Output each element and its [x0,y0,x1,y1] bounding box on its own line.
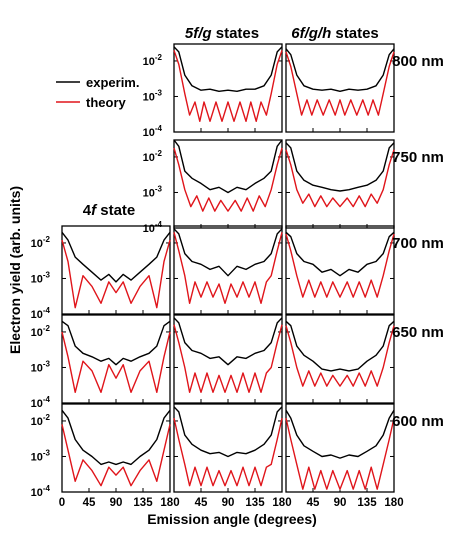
experiment-line [61,231,171,283]
panel-800nm-col1 [173,43,283,133]
panel-800nm-col2 [285,43,395,133]
y-axis-label: Electron yield (arb. units) [7,186,23,354]
y-tick-label: 10-4 [31,484,51,499]
y-tick-label: 10-3 [31,359,51,374]
theory-line [173,147,283,212]
x-tick-label: 180 [272,497,291,509]
theory-line [285,233,395,298]
x-tick-label: 90 [222,497,235,509]
x-tick-label: 180 [384,497,403,509]
y-tick-label: 10-3 [143,88,163,103]
theory-line [173,232,283,304]
x-tick-label: 90 [334,497,347,509]
x-tick-label: 135 [357,497,377,509]
theory-line [61,239,171,309]
theory-line [285,417,395,490]
y-tick-label: 10-2 [31,413,51,428]
row-label: 750 nm [392,149,444,166]
y-tick-label: 10-3 [31,448,51,463]
experiment-line [173,46,283,93]
y-tick-label: 10-3 [31,270,51,285]
y-tick-label: 10-4 [143,220,163,235]
panel-frame [61,225,171,315]
theory-line [173,50,283,123]
panel-650nm-col1 [173,314,283,404]
experiment-line [173,139,283,194]
panel-750nm-col1 [173,139,283,229]
experiment-line [285,142,395,192]
theory-line [173,324,283,393]
x-tick-label: 45 [307,497,320,509]
panel-frame [285,43,395,133]
experiment-line [285,48,395,93]
experiment-line [61,409,171,466]
panel-650nm-col0 [61,314,171,404]
panel-700nm-col1 [173,225,283,315]
panel-600nm-col0 [61,403,171,493]
y-tick-label: 10-4 [31,395,51,410]
col1-title: 5f/g states [185,25,259,42]
theory-line [285,149,395,208]
experiment-line [173,317,283,366]
y-tick-label: 10-4 [31,306,51,321]
x-tick-label: 135 [245,497,265,509]
theory-line [173,417,283,487]
experiment-line [173,406,283,458]
x-axis-label: Emission angle (degrees) [147,511,317,527]
x-tick-label: 0 [59,497,65,509]
panel-frame [285,314,395,404]
y-tick-label: 10-2 [143,149,163,164]
panel-600nm-col2 [285,403,395,493]
x-tick-label: 180 [160,497,179,509]
y-tick-label: 10-2 [143,53,163,68]
panel-600nm-col1 [173,403,283,493]
experiment-line [285,231,395,277]
experiment-line [285,409,395,459]
experiment-line [173,228,283,277]
theory-line [61,424,171,487]
legend-exp-label: experim. [86,75,139,90]
panel-700nm-col2 [285,225,395,315]
row-label: 650 nm [392,324,444,341]
experiment-line [61,320,171,366]
x-tick-label: 135 [133,497,153,509]
legend: experim. theory [56,75,139,110]
experiment-line [285,320,395,372]
panel-frame [285,225,395,315]
panel-frame [61,403,171,493]
row-label: 800 nm [392,53,444,70]
panel-700nm-col0 [61,225,171,315]
panel-650nm-col2 [285,314,395,404]
y-tick-label: 10-2 [31,324,51,339]
legend-theory-label: theory [86,95,127,110]
x-tick-label: 45 [83,497,96,509]
y-tick-label: 10-2 [31,235,51,250]
panels: 10-2 10-3 10-4 10-2 10-3 10-4 10-2 10-3 10-4 10-2… [31,43,444,509]
panel-frame [173,139,283,229]
col2-title: 6f/g/h states [291,25,379,42]
theory-line [61,331,171,393]
theory-line [285,325,395,387]
panel-750nm-col2 [285,139,395,229]
y-tick-label: 10-4 [143,124,163,139]
panel-frame [61,314,171,404]
x-tick-label: 90 [110,497,123,509]
x-tick-label: 45 [195,497,208,509]
theory-line [285,51,395,116]
y-tick-label: 10-3 [143,184,163,199]
panel-frame [285,403,395,493]
col0-title: 4f state [83,202,136,219]
row-label: 700 nm [392,235,444,252]
panel-frame [173,43,283,133]
row-label: 600 nm [392,413,444,430]
panel-frame [285,139,395,229]
